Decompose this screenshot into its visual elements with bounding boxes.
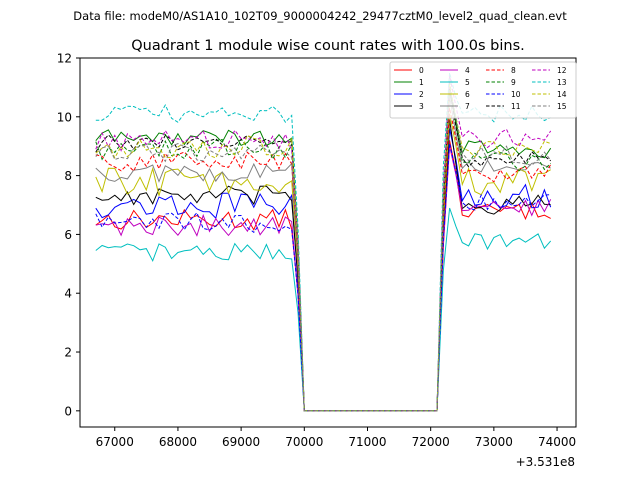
series-line-12	[95, 75, 552, 412]
legend-label-3: 3	[419, 102, 424, 111]
legend-box	[389, 61, 577, 119]
x-tick-label: 72000	[412, 435, 450, 449]
y-tick-label: 10	[57, 110, 72, 124]
x-tick-label: 69000	[222, 435, 260, 449]
series-line-0	[95, 140, 551, 412]
series-line-6	[95, 113, 551, 412]
series-line-10	[95, 143, 551, 412]
series-line-5	[95, 207, 552, 412]
x-tick-label: 74000	[538, 435, 576, 449]
series-line-15	[95, 87, 552, 412]
y-tick-label: 0	[64, 404, 72, 418]
legend-label-8: 8	[511, 66, 516, 75]
y-tick-label: 2	[64, 346, 72, 360]
x-tick-label: 68000	[159, 435, 197, 449]
x-tick-label: 71000	[348, 435, 386, 449]
chart-title: Quadrant 1 module wise count rates with …	[131, 38, 525, 54]
series-line-3	[95, 119, 551, 412]
x-axis-offset-label: +3.531e8	[516, 455, 575, 469]
series-line-8	[95, 107, 552, 412]
series-line-4	[95, 146, 552, 412]
x-tick-label: 73000	[475, 435, 513, 449]
series-line-1	[95, 90, 552, 412]
legend-label-15: 15	[557, 102, 567, 111]
axes-frame	[79, 57, 577, 428]
legend-label-9: 9	[511, 78, 516, 87]
series-line-14	[95, 84, 551, 412]
legend-label-13: 13	[557, 78, 567, 87]
legend-label-1: 1	[419, 78, 424, 87]
legend-label-12: 12	[557, 66, 567, 75]
series-line-7	[95, 96, 551, 412]
legend-label-5: 5	[465, 78, 470, 87]
y-axis-ticks: 0 2 4 6 8 10 12	[57, 52, 80, 418]
x-axis-ticks: 67000 68000 69000 70000 71000 72000 73000 74000	[96, 427, 576, 449]
y-tick-label: 8	[64, 169, 72, 183]
y-tick-label: 6	[64, 228, 72, 242]
legend-label-10: 10	[511, 90, 521, 99]
y-tick-label: 12	[57, 52, 72, 66]
legend-label-0: 0	[419, 66, 424, 75]
legend-label-11: 11	[511, 102, 521, 111]
y-tick-label: 4	[64, 287, 72, 301]
x-tick-label: 70000	[285, 435, 323, 449]
legend-label-7: 7	[465, 102, 470, 111]
legend-label-4: 4	[465, 66, 470, 75]
legend-label-2: 2	[419, 90, 424, 99]
series-line-11	[95, 87, 551, 412]
figure-suptitle: Data file: modeM0/AS1A10_102T09_90000042…	[73, 9, 567, 23]
legend-label-14: 14	[557, 90, 567, 99]
legend-label-6: 6	[465, 90, 470, 99]
x-tick-label: 67000	[96, 435, 134, 449]
